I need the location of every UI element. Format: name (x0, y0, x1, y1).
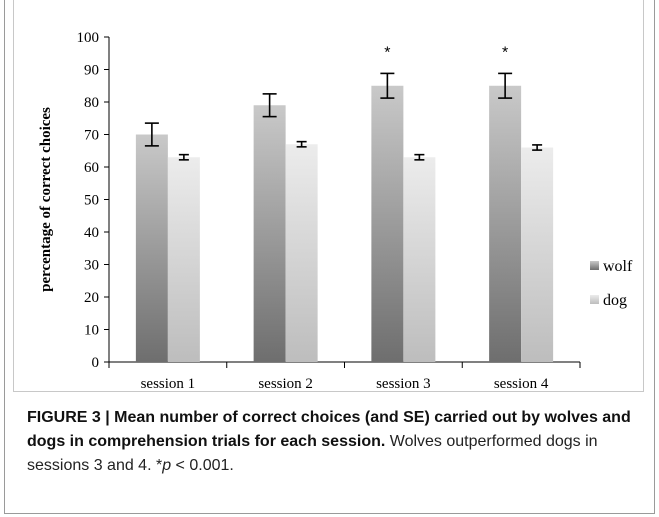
legend-label-wolf: wolf (603, 258, 633, 275)
x-tick-label: session 1 (141, 376, 196, 391)
caption-body-2: < 0.001. (171, 457, 234, 474)
bar-wolf (253, 105, 286, 362)
x-tick-label: session 3 (376, 376, 431, 391)
y-tick-label: 40 (84, 225, 99, 241)
x-tick-label: session 2 (258, 376, 313, 391)
x-tick-label: session 4 (494, 376, 549, 391)
y-tick-label: 30 (84, 258, 99, 274)
bar-chart: 0 10 20 30 40 50 60 70 80 90 100 session 1 session 2… (38, 30, 633, 391)
bar-wolf (371, 85, 404, 362)
bar-wolf (135, 134, 168, 362)
bar-dog (167, 157, 200, 362)
figure-caption: FIGURE 3 | Mean number of correct choice… (27, 406, 642, 478)
figure-panel: 0 10 20 30 40 50 60 70 80 90 100 session 1 session 2… (4, 0, 655, 514)
y-tick-label: 60 (84, 160, 99, 176)
y-tick-label: 80 (84, 95, 99, 111)
caption-lead: FIGURE 3 | Mean number of correct choice… (27, 409, 631, 450)
legend-swatch-wolf (590, 261, 599, 270)
y-tick-label: 90 (84, 63, 99, 79)
caption-p-symbol: p (162, 457, 172, 474)
caption-body-1: Wolves outperformed dogs in sessions 3 a… (27, 433, 598, 474)
bar-dog (403, 157, 436, 362)
significance-marker: * (384, 44, 390, 61)
significance-marker: * (502, 44, 508, 61)
y-tick-label: 20 (84, 290, 99, 306)
bar-dog (285, 144, 318, 362)
legend-label-dog: dog (603, 292, 627, 309)
y-tick-label: 50 (84, 193, 99, 209)
y-axis-title: percentage of correct choices (38, 107, 54, 292)
y-tick-label: 70 (84, 128, 99, 144)
bar-wolf (489, 85, 522, 362)
chart-frame: 0 10 20 30 40 50 60 70 80 90 100 session 1 session 2… (13, 0, 644, 392)
y-tick-label: 100 (77, 30, 100, 46)
bar-dog (521, 147, 554, 362)
y-tick-label: 10 (84, 323, 99, 339)
y-tick-label: 0 (92, 355, 100, 371)
legend-swatch-dog (590, 295, 599, 304)
